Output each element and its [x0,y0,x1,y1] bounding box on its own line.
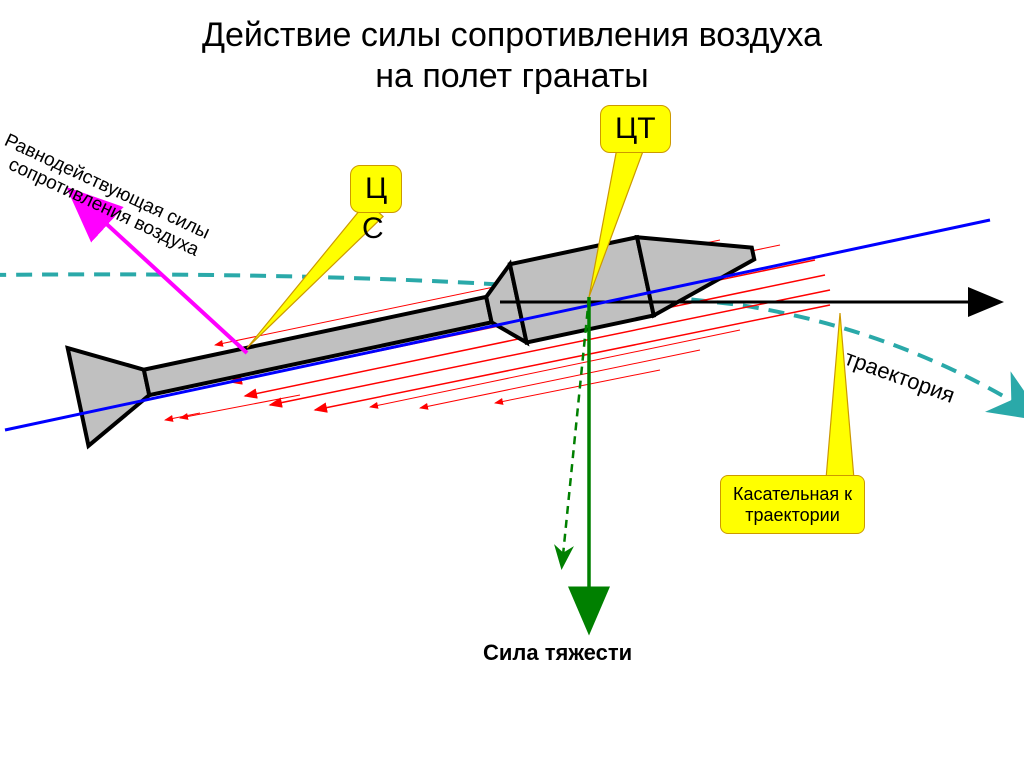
callout-ct: ЦТ [600,105,671,153]
title-line2: на полет гранаты [375,57,649,95]
callout-cs-under: С [362,212,384,246]
gravity-label: Сила тяжести [483,640,632,666]
callout-cs: Ц [350,165,402,213]
page-title: Действие силы сопротивления воздуха на п… [0,15,1024,97]
callout-cs-label: Ц [365,172,387,205]
title-line1: Действие силы сопротивления воздуха [202,16,822,54]
gravity-dashed [562,297,589,565]
callout-tangent: Касательная ктраектории [720,475,865,534]
callout-ct-label: ЦТ [615,112,656,145]
